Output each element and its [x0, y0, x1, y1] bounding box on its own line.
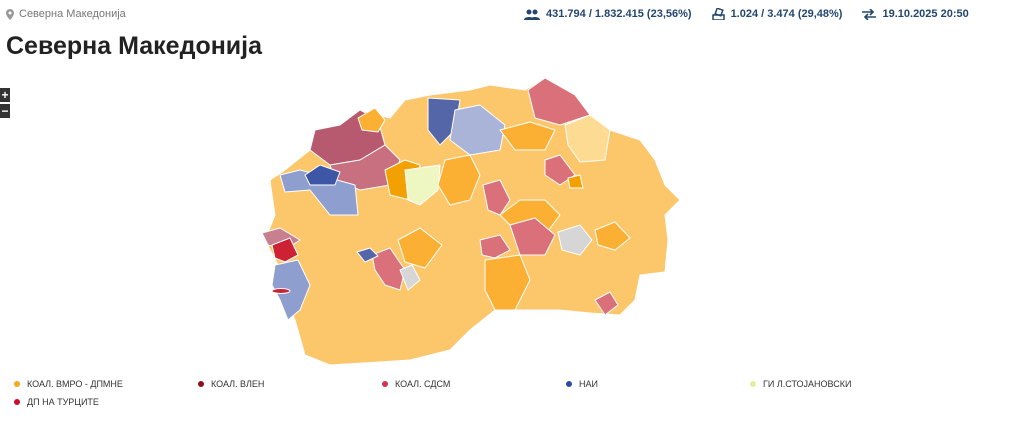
ballot-icon: [711, 8, 725, 20]
region: [271, 259, 311, 321]
stats-bar: 431.794 / 1.832.415 (23,56%) 1.024 / 3.4…: [524, 8, 969, 20]
legend: КОАЛ. ВМРО - ДПМНЕ КОАЛ. ВЛЕН КОАЛ. СДСМ НА…: [14, 379, 1014, 407]
breadcrumb: Северна Македонија: [6, 8, 126, 20]
region: [356, 247, 379, 263]
region: [482, 179, 511, 216]
region: [357, 107, 386, 133]
region: [594, 291, 619, 316]
legend-item[interactable]: ДП НА ТУРЦИТЕ: [14, 397, 198, 407]
region: [594, 221, 631, 251]
legend-swatch: [14, 399, 20, 405]
legend-swatch: [14, 381, 20, 387]
zoom-out[interactable]: −: [0, 104, 10, 118]
legend-label: НАИ: [579, 379, 598, 389]
stat-text: 431.794 / 1.832.415 (23,56%): [546, 8, 692, 20]
region: [449, 104, 506, 156]
region: [567, 174, 584, 189]
region: [557, 224, 593, 256]
legend-label: КОАЛ. ВЛЕН: [211, 379, 265, 389]
people-icon: [524, 9, 540, 20]
region: [304, 164, 341, 186]
legend-item[interactable]: НАИ: [566, 379, 750, 389]
legend-label: КОАЛ. СДСМ: [395, 379, 451, 389]
region: [544, 154, 576, 186]
region: [427, 97, 461, 146]
region: [527, 77, 591, 126]
region: [437, 154, 481, 206]
stat-votes: 431.794 / 1.832.415 (23,56%): [524, 8, 692, 20]
legend-swatch: [566, 381, 572, 387]
region: [399, 264, 421, 291]
region: [509, 217, 556, 256]
legend-label: ДП НА ТУРЦИТЕ: [27, 397, 99, 407]
legend-label: КОАЛ. ВМРО - ДПМНЕ: [27, 379, 123, 389]
legend-item[interactable]: КОАЛ. ВЛЕН: [198, 379, 382, 389]
legend-swatch: [198, 381, 204, 387]
region: [397, 227, 443, 269]
legend-swatch: [750, 381, 756, 387]
sync-icon: [862, 8, 877, 20]
region: [564, 114, 611, 163]
legend-item[interactable]: ГИ Л.СТОЈАНОВСКИ: [750, 379, 934, 389]
stat-stations: 1.024 / 3.474 (29,48%): [711, 8, 843, 20]
legend-label: ГИ Л.СТОЈАНОВСКИ: [763, 379, 852, 389]
stat-text: 19.10.2025 20:50: [882, 8, 969, 20]
region: [271, 288, 291, 294]
location-icon: [6, 8, 14, 20]
region: [404, 164, 441, 206]
region: [499, 121, 556, 151]
stat-updated: 19.10.2025 20:50: [862, 8, 969, 20]
stat-text: 1.024 / 3.474 (29,48%): [730, 8, 843, 20]
legend-item[interactable]: КОАЛ. ВМРО - ДПМНЕ: [14, 379, 198, 389]
zoom-in[interactable]: +: [0, 88, 10, 102]
zoom-controls: + −: [0, 88, 10, 118]
breadcrumb-text: Северна Македонија: [19, 8, 126, 20]
region: [271, 237, 299, 263]
legend-item[interactable]: КОАЛ. СДСМ: [382, 379, 566, 389]
page-title: Северна Македонија: [6, 32, 263, 60]
region: [484, 254, 531, 311]
legend-swatch: [382, 381, 388, 387]
region: [479, 234, 511, 259]
region: [371, 247, 406, 291]
